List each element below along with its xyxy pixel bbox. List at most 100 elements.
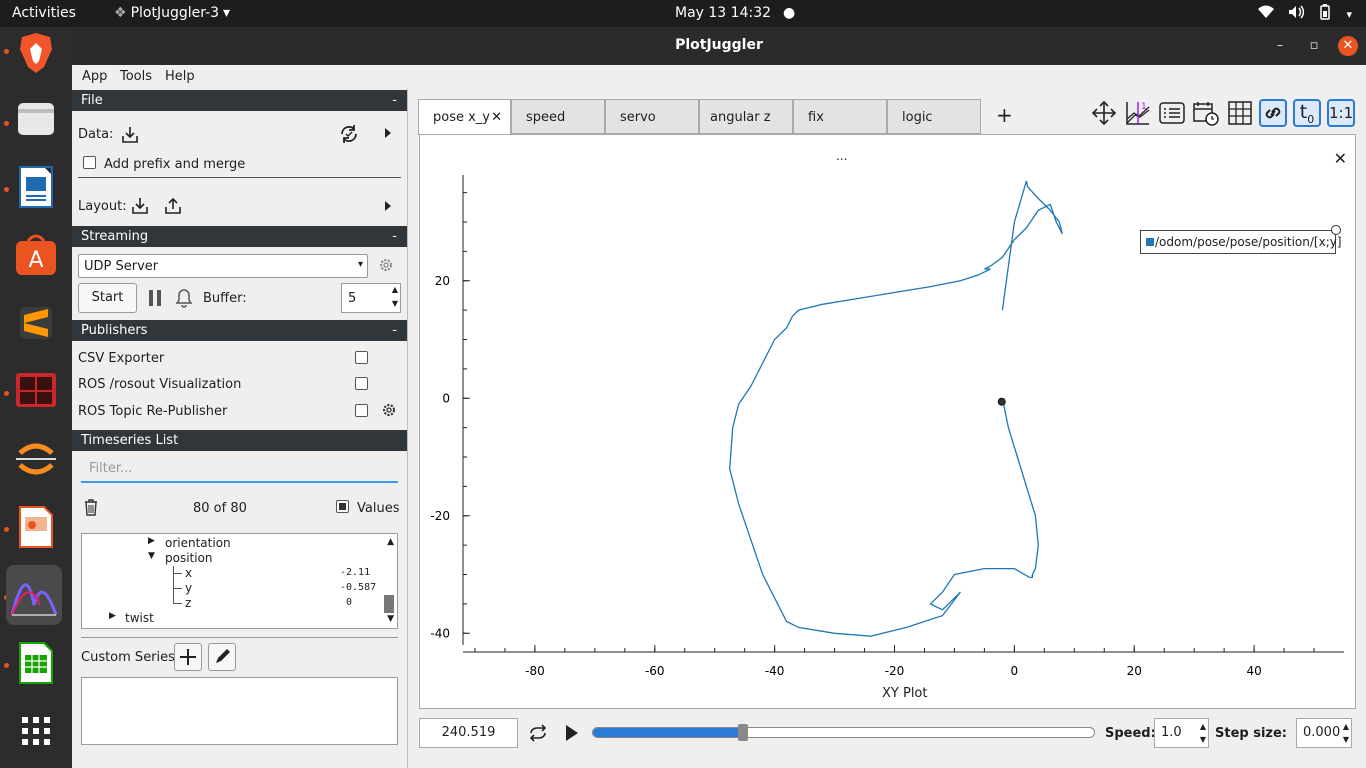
bell-icon[interactable] (175, 288, 193, 312)
republisher-settings-gear-icon[interactable] (381, 402, 397, 422)
show-applications-icon[interactable] (12, 707, 60, 755)
prefix-merge-checkbox[interactable] (83, 156, 96, 169)
step-size-spinbox[interactable]: 0.000 ▲ ▼ (1296, 718, 1352, 748)
timeseries-section-header[interactable]: Timeseries List (72, 430, 407, 451)
tab-fix[interactable]: fix (793, 99, 887, 134)
streaming-settings-gear-icon[interactable] (378, 257, 394, 277)
timeline-slider[interactable] (592, 727, 1095, 738)
save-layout-icon[interactable] (163, 196, 183, 220)
xy-plot[interactable]: -80 -60 -40 -20 0 20 40 20 0 -20 -40 (420, 135, 1355, 708)
activities-button[interactable]: Activities (12, 5, 76, 21)
scrollbar-thumb[interactable] (384, 595, 394, 613)
collapse-button[interactable]: - (392, 229, 397, 244)
streaming-section-header[interactable]: Streaming - (72, 226, 407, 247)
scroll-down-icon[interactable]: ▼ (387, 614, 394, 624)
collapse-button[interactable]: - (392, 93, 397, 108)
add-custom-series-button[interactable] (174, 643, 202, 671)
collapse-button[interactable]: - (392, 323, 397, 338)
maximize-button[interactable]: ▫ (1309, 38, 1319, 53)
libreoffice-impress-icon[interactable] (12, 163, 60, 211)
time-offset-icon[interactable]: t0 (1293, 99, 1321, 127)
tab-servo[interactable]: servo (605, 99, 699, 134)
tab-logic[interactable]: logic (887, 99, 981, 134)
speed-spinbox[interactable]: 1.0 ▲ ▼ (1154, 718, 1209, 748)
menu-app[interactable]: App (82, 69, 108, 84)
plot-frame[interactable]: ... ✕ -80 -60 -40 -20 0 20 40 20 0 -20 -40 /odom/… (419, 134, 1356, 709)
plotjuggler-icon[interactable] (6, 565, 62, 625)
timeseries-tree[interactable]: ▶ orientation ▼ position x -2.11 y -0.58… (81, 533, 398, 629)
app-menu[interactable]: ❖ PlotJuggler-3 ▾ (114, 5, 230, 21)
filter-input[interactable]: Filter... (81, 455, 398, 483)
custom-series-list[interactable] (81, 677, 398, 745)
topic-republisher-checkbox[interactable] (355, 404, 368, 417)
tab-angular-z[interactable]: angular z (699, 99, 793, 134)
loop-icon[interactable] (527, 723, 549, 747)
play-arrow-icon[interactable] (383, 127, 393, 143)
move-pan-icon[interactable] (1090, 99, 1118, 127)
current-time-field[interactable]: 240.519 (419, 718, 518, 748)
time-calendar-icon[interactable] (1192, 99, 1220, 127)
trash-icon[interactable] (83, 498, 99, 520)
grid-icon[interactable] (1226, 99, 1254, 127)
tree-row-position[interactable]: ▼ position (82, 551, 397, 566)
app-store-icon[interactable]: A (12, 231, 60, 279)
sublime-text-icon[interactable] (12, 299, 60, 347)
tree-row-twist[interactable]: ▶ twist (82, 611, 397, 626)
link-axes-icon[interactable] (1259, 99, 1287, 127)
brave-browser-icon[interactable] (12, 29, 60, 77)
streaming-source-select[interactable]: UDP Server ▾ (78, 254, 368, 278)
window-titlebar[interactable]: PlotJuggler – ▫ ✕ (72, 27, 1366, 65)
system-tray[interactable]: ▾ (1258, 4, 1352, 24)
edit-custom-series-button[interactable] (208, 643, 236, 671)
start-streaming-button[interactable]: Start (78, 283, 137, 313)
spin-up-icon[interactable]: ▲ (1342, 722, 1349, 731)
tree-row-z[interactable]: z 0 (82, 596, 397, 611)
libreoffice-calc-icon[interactable] (12, 639, 60, 687)
play-icon[interactable] (564, 723, 580, 747)
spin-down-icon[interactable]: ▼ (1342, 735, 1349, 744)
add-tab-button[interactable]: + (996, 103, 1013, 127)
spin-down-icon[interactable]: ▼ (391, 299, 398, 308)
close-tab-icon[interactable]: ✕ (491, 110, 502, 125)
close-button[interactable]: ✕ (1338, 36, 1358, 56)
legend[interactable]: /odom/pose/pose/position/[x;y] (1140, 225, 1342, 254)
menu-help[interactable]: Help (165, 69, 195, 84)
ratio-1-1-icon[interactable]: 1:1 (1327, 99, 1355, 127)
load-data-icon[interactable] (120, 125, 140, 149)
expand-arrow-icon[interactable]: ▶ (148, 536, 155, 546)
file-section-header[interactable]: File - (72, 90, 407, 111)
expand-arrow-icon[interactable]: ▶ (109, 611, 116, 621)
menu-tools[interactable]: Tools (120, 69, 153, 84)
close-plot-icon[interactable]: ✕ (1333, 149, 1347, 168)
tab-speed[interactable]: speed (511, 99, 605, 134)
clock[interactable]: May 13 14:32 ● (675, 5, 795, 21)
spin-down-icon[interactable]: ▼ (1199, 735, 1206, 744)
layout-menu-arrow-icon[interactable] (383, 200, 393, 216)
collapse-arrow-icon[interactable]: ▼ (148, 551, 155, 561)
minimize-button[interactable]: – (1276, 38, 1284, 53)
rosout-checkbox[interactable] (355, 377, 368, 390)
spin-up-icon[interactable]: ▲ (1199, 722, 1206, 731)
scroll-up-icon[interactable]: ▲ (387, 537, 394, 547)
terminal-icon[interactable] (12, 367, 60, 415)
files-icon[interactable] (12, 95, 60, 143)
publishers-section-header[interactable]: Publishers - (72, 320, 407, 341)
tab-pose-x-y[interactable]: pose x_y ✕ (418, 99, 511, 135)
reload-data-icon[interactable] (338, 123, 360, 149)
libreoffice-draw-icon[interactable] (12, 503, 60, 551)
legend-list-icon[interactable] (1158, 99, 1186, 127)
csv-exporter-checkbox[interactable] (355, 351, 368, 364)
rviz-icon[interactable] (12, 435, 60, 483)
tree-row-x[interactable]: x -2.11 (82, 566, 397, 581)
values-checkbox[interactable] (336, 500, 349, 513)
tree-row-y[interactable]: y -0.587 (82, 581, 397, 596)
tree-row-orientation[interactable]: ▶ orientation (82, 536, 397, 551)
tracker-icon[interactable]: 1 (1124, 99, 1152, 127)
current-position-marker[interactable] (997, 397, 1006, 406)
spin-up-icon[interactable]: ▲ (391, 285, 398, 294)
timeline-handle[interactable] (737, 724, 748, 741)
buffer-spinbox[interactable]: 5 ▲ ▼ (341, 283, 401, 313)
load-layout-icon[interactable] (130, 196, 150, 220)
pause-icon[interactable] (148, 289, 162, 311)
legend-resize-handle[interactable] (1331, 225, 1341, 235)
